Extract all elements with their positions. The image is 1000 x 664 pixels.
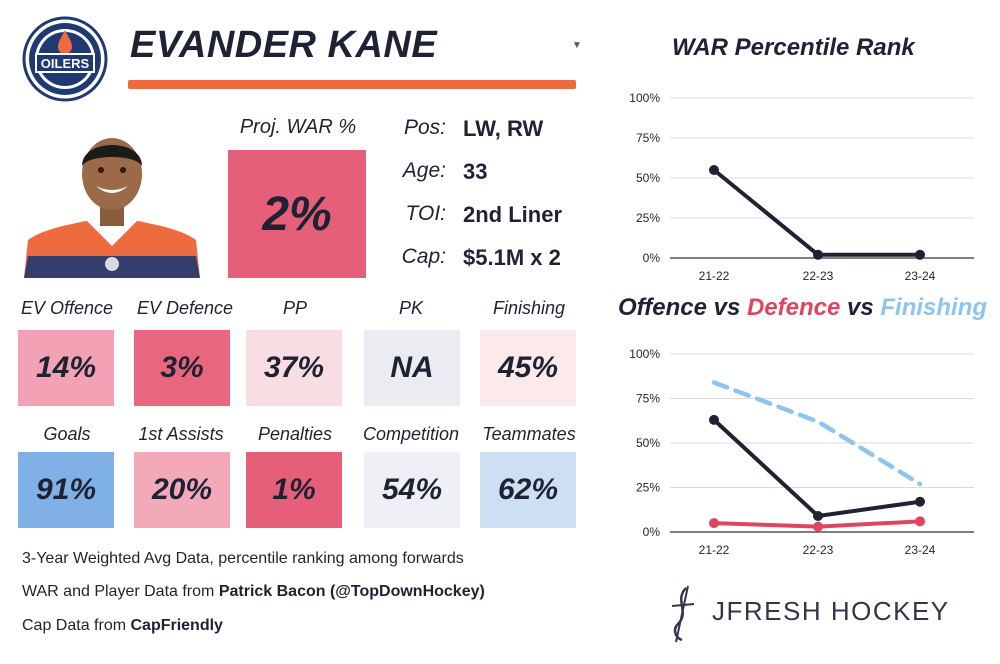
info-age-key: Age:	[402, 159, 446, 182]
info-pos-key: Pos:	[403, 116, 446, 139]
footer-note: 3-Year Weighted Avg Data, percentile ran…	[22, 550, 464, 567]
y-tick-label: 75%	[636, 131, 660, 145]
y-tick-label: 25%	[636, 211, 660, 225]
info-pos-value: LW, RW	[463, 116, 544, 141]
stat-label-penalties: Penalties	[257, 424, 333, 444]
x-tick-label: 22-23	[803, 543, 834, 557]
ovd-title-defence: Defence	[746, 294, 841, 321]
ovd-title-finishing: Finishing	[880, 294, 988, 321]
data-point	[709, 414, 719, 425]
y-tick-label: 50%	[636, 436, 660, 450]
data-point	[813, 510, 823, 521]
offence-defence-finishing-chart: 0% 25% 50% 75% 100% 21-22 22-23 23-24	[629, 347, 974, 557]
data-point	[915, 249, 925, 260]
x-tick-label: 23-24	[905, 269, 936, 283]
proj-war-label: Proj. WAR %	[239, 116, 357, 138]
y-tick-label: 0%	[643, 525, 661, 539]
stat-box-ev-offence: 14%	[18, 330, 114, 406]
y-tick-label: 25%	[636, 481, 660, 495]
logo-text: OILERS	[41, 56, 90, 71]
stat-box-competition: 54%	[364, 452, 460, 528]
ovd-title-offence: Offence	[618, 294, 707, 321]
y-tick-label: 100%	[629, 347, 660, 361]
oilers-logo: OILERS	[22, 16, 108, 102]
ovd-chart-title: Offence vs Defence vs Finishing	[618, 294, 988, 321]
player-name: EVANDER KANE	[130, 24, 438, 66]
stat-box-pk: NA	[364, 330, 460, 406]
info-toi-key: TOI:	[405, 202, 446, 225]
footer-war-source-link[interactable]: Patrick Bacon (@TopDownHockey)	[218, 583, 485, 600]
proj-war-value: 2%	[228, 150, 366, 278]
info-cap-value: $5.1M x 2	[463, 245, 561, 270]
y-tick-label: 0%	[643, 251, 661, 265]
jfresh-logo-icon	[671, 585, 695, 643]
data-point	[709, 518, 719, 529]
stat-label-ev-defence: EV Defence	[136, 298, 234, 318]
footer-cap-source-link[interactable]: CapFriendly	[130, 617, 223, 634]
war-chart-title: WAR Percentile Rank	[672, 34, 915, 61]
data-point	[915, 496, 925, 507]
stat-box-goals: 91%	[18, 452, 114, 528]
series-line-war	[712, 168, 922, 257]
data-point	[915, 516, 925, 527]
data-point	[813, 521, 823, 532]
x-tick-label: 22-23	[803, 269, 834, 283]
stat-label-1st-assists: 1st Assists	[138, 424, 224, 444]
war-percentile-chart: 0% 25% 50% 75% 100% 21-22 22-23 23-24	[629, 91, 974, 283]
stat-label-teammates: Teammates	[482, 424, 576, 444]
y-tick-label: 75%	[636, 392, 660, 406]
stat-label-ev-offence: EV Offence	[20, 298, 114, 318]
stat-label-pk: PK	[398, 298, 423, 318]
brand-name: JFRESH HOCKEY	[712, 596, 950, 626]
info-toi-value: 2nd Liner	[463, 202, 563, 227]
data-point	[813, 249, 823, 260]
stat-box-teammates: 62%	[480, 452, 576, 528]
y-tick-label: 100%	[629, 91, 660, 105]
x-tick-label: 21-22	[699, 543, 730, 557]
stat-label-pp: PP	[282, 298, 307, 318]
player-photo	[24, 138, 200, 278]
chevron-down-icon[interactable]: ▼	[572, 40, 582, 51]
stat-label-competition: Competition	[362, 424, 460, 444]
stat-box-penalties: 1%	[246, 452, 342, 528]
y-tick-label: 50%	[636, 171, 660, 185]
name-underline	[128, 80, 576, 89]
info-age-value: 33	[463, 159, 488, 184]
stat-box-finishing: 45%	[480, 330, 576, 406]
data-point	[709, 165, 719, 175]
series-line-offence	[712, 417, 922, 518]
stat-box-1st-assists: 20%	[134, 452, 230, 528]
footer-war-source: WAR and Player Data from Patrick Bacon (…	[22, 583, 485, 600]
stat-label-goals: Goals	[43, 424, 91, 444]
info-cap-key: Cap:	[401, 245, 446, 268]
series-line-finishing	[711, 380, 923, 487]
stat-box-ev-defence: 3%	[134, 330, 230, 406]
x-tick-label: 21-22	[699, 269, 730, 283]
footer-cap-source: Cap Data from CapFriendly	[22, 617, 223, 634]
stat-label-finishing: Finishing	[492, 298, 566, 318]
stat-box-pp: 37%	[246, 330, 342, 406]
x-tick-label: 23-24	[905, 543, 936, 557]
